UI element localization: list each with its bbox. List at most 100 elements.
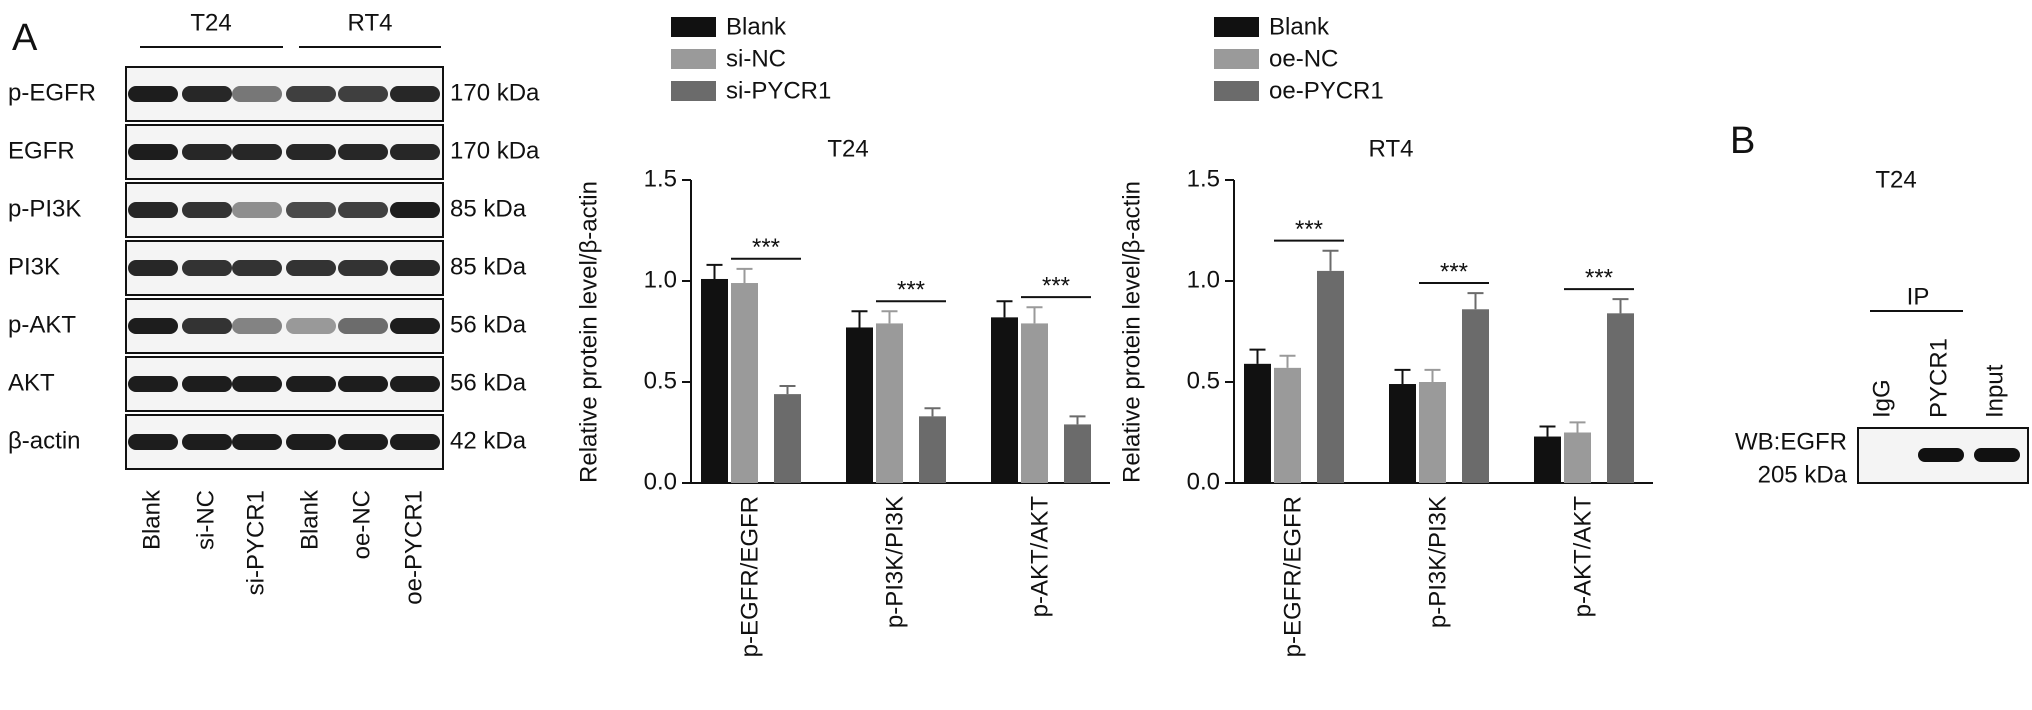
y-tick-label: 1.0	[1187, 266, 1220, 293]
bar	[1317, 270, 1344, 483]
x-tick-label: p-PI3K/PI3K	[881, 496, 908, 628]
legend-label: si-PYCR1	[726, 77, 831, 104]
group-label: RT4	[348, 9, 393, 36]
blot-band	[338, 434, 388, 450]
bar	[1607, 313, 1634, 483]
blot-band	[128, 376, 178, 392]
lane-label: oe-NC	[348, 490, 375, 559]
blot-band	[128, 202, 178, 218]
bar	[919, 416, 946, 483]
blot-band	[182, 376, 232, 392]
protein-label: p-PI3K	[8, 195, 81, 222]
blot-band	[390, 260, 440, 276]
blot-band	[182, 86, 232, 102]
blot-band	[390, 144, 440, 160]
blot-band	[1918, 448, 1964, 462]
blot-band	[390, 376, 440, 392]
blot-label: WB:EGFR	[1735, 428, 1847, 455]
blot-band	[338, 260, 388, 276]
bar	[1462, 309, 1489, 483]
bar	[1564, 432, 1591, 483]
error-bar	[1424, 368, 1441, 382]
group-label: T24	[190, 9, 231, 36]
legend-label: oe-NC	[1269, 45, 1338, 72]
blot-band	[338, 376, 388, 392]
bar	[846, 327, 873, 483]
size-label: 42 kDa	[450, 427, 527, 454]
size-label: 56 kDa	[450, 369, 527, 396]
size-label: 170 kDa	[450, 137, 540, 164]
significance-label: ***	[1585, 264, 1613, 291]
legend-swatch	[1214, 81, 1259, 101]
error-bar	[881, 310, 898, 324]
error-bar	[706, 263, 723, 279]
blot-band	[338, 202, 388, 218]
y-tick-label: 0.0	[644, 468, 677, 495]
error-bar	[1569, 421, 1586, 433]
chart-title: RT4	[1369, 135, 1414, 162]
legend-label: oe-PYCR1	[1269, 77, 1384, 104]
bar	[1064, 424, 1091, 483]
x-tick-label: p-EGFR/EGFR	[1279, 496, 1306, 657]
blot-band	[232, 86, 282, 102]
bar	[991, 317, 1018, 483]
blot-band	[390, 434, 440, 450]
blot-band	[182, 202, 232, 218]
blot-band	[232, 144, 282, 160]
error-bar	[1249, 348, 1266, 364]
blot-band	[390, 202, 440, 218]
blot-band	[338, 318, 388, 334]
blot-band	[286, 318, 336, 334]
blot-band	[286, 202, 336, 218]
lane-label: Input	[1981, 364, 2008, 418]
protein-label: AKT	[8, 369, 55, 396]
bar	[1389, 384, 1416, 483]
size-label: 56 kDa	[450, 311, 527, 338]
legend-swatch	[671, 17, 716, 37]
panel-title: T24	[1875, 166, 1916, 193]
legend-swatch	[671, 81, 716, 101]
protein-label: p-AKT	[8, 311, 76, 338]
blot-band	[286, 376, 336, 392]
y-tick-label: 0.0	[1187, 468, 1220, 495]
blot-band	[128, 86, 178, 102]
ip-label: IP	[1907, 283, 1930, 310]
y-tick-label: 1.0	[644, 266, 677, 293]
lane-label: si-NC	[192, 490, 219, 550]
lane-label: IgG	[1868, 379, 1895, 418]
blot-size: 205 kDa	[1758, 461, 1848, 488]
legend-swatch	[1214, 49, 1259, 69]
blot-band	[232, 318, 282, 334]
y-tick-label: 0.5	[1187, 367, 1220, 394]
bar	[1021, 323, 1048, 483]
x-tick-label: p-PI3K/PI3K	[1424, 496, 1451, 628]
significance-label: ***	[752, 234, 780, 261]
error-bar	[1539, 425, 1556, 437]
blot-band	[232, 434, 282, 450]
significance-label: ***	[1440, 258, 1468, 285]
error-bar	[924, 407, 941, 417]
blot-band	[128, 434, 178, 450]
blot-band	[128, 318, 178, 334]
y-tick-label: 0.5	[644, 367, 677, 394]
size-label: 85 kDa	[450, 195, 527, 222]
size-label: 85 kDa	[450, 253, 527, 280]
error-bar	[1279, 354, 1296, 368]
blot-band	[182, 434, 232, 450]
blot-band	[286, 434, 336, 450]
legend-label: Blank	[726, 13, 787, 40]
blot-band	[286, 86, 336, 102]
protein-label: EGFR	[8, 137, 75, 164]
error-bar	[1612, 298, 1629, 314]
lane-label: Blank	[296, 489, 323, 550]
panel-label: B	[1730, 120, 1755, 162]
error-bar	[1069, 415, 1086, 425]
blot-band	[232, 376, 282, 392]
blot-band	[390, 86, 440, 102]
blot-band	[286, 260, 336, 276]
blot-band	[182, 144, 232, 160]
blot-band	[232, 202, 282, 218]
error-bar	[996, 300, 1013, 318]
legend-swatch	[1214, 17, 1259, 37]
